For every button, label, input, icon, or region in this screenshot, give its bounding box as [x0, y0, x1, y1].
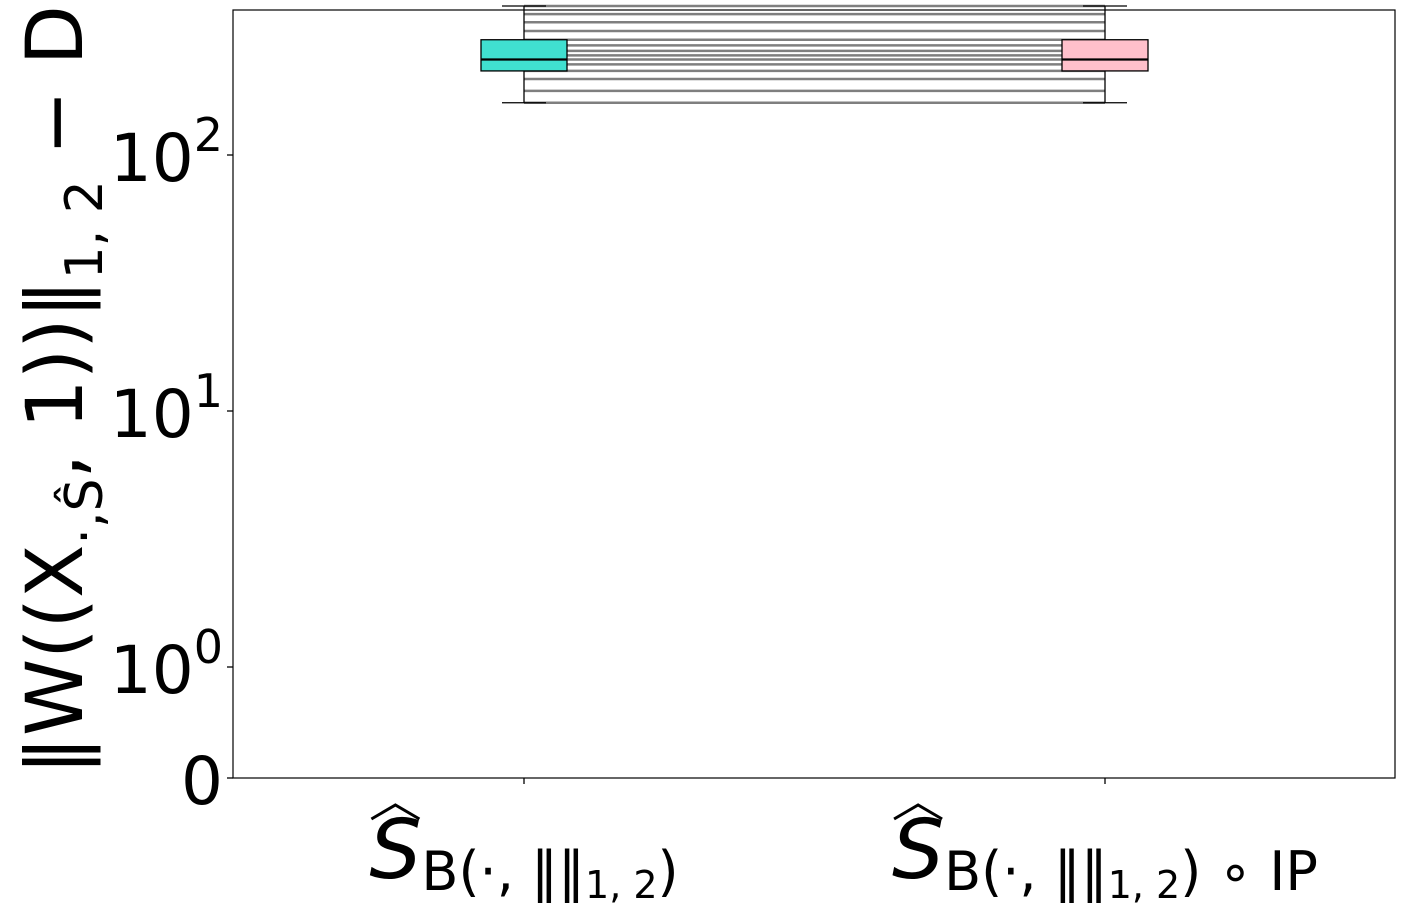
- y-tick-label: 102: [110, 108, 223, 197]
- x-tick-text: SB(·, ‖‖1, 2) ∘ IP: [892, 803, 1318, 907]
- ylabel-part-sub2: 1, 2: [55, 180, 115, 279]
- boxes-group: [480, 5, 1149, 104]
- box-2: [1061, 5, 1149, 104]
- x-tick-label: SB(·, ‖‖1, 2) ∘ IP: [892, 803, 1318, 907]
- ylabel-part-mid: , 1))‖: [11, 279, 101, 478]
- y-axis: 0 100 101 102: [110, 108, 233, 820]
- svg-text:‖W((X·,Ŝ, 1))‖1, 2 − D: ‖W((X·,Ŝ, 1))‖1, 2 − D: [11, 5, 115, 775]
- x-tick-label: SB(·, ‖‖1, 2): [369, 803, 678, 907]
- y-axis-label: ‖W((X·,Ŝ, 1))‖1, 2 − D: [11, 5, 115, 775]
- hat-accent: [893, 803, 943, 821]
- box-body: [1061, 39, 1149, 72]
- y-tick-label: 0: [181, 743, 223, 820]
- ylabel-part-w: ‖W((X: [11, 545, 101, 775]
- ylabel-part-sub: ·,Ŝ: [53, 479, 115, 545]
- y-tick-label: 101: [110, 364, 223, 453]
- plot-frame: [232, 9, 1396, 779]
- x-tick-text: SB(·, ‖‖1, 2): [369, 803, 678, 907]
- y-tick-label: 100: [110, 620, 223, 709]
- x-axis: SB(·, ‖‖1, 2) SB(·, ‖‖1, 2) ∘ IP: [369, 778, 1318, 907]
- hat-accent: [370, 803, 421, 821]
- paired-lines-group: [524, 4, 1105, 104]
- box-body: [480, 39, 568, 72]
- ylabel-part-end: − D: [11, 5, 101, 180]
- plot-area: [233, 10, 1395, 778]
- box-1: [480, 5, 568, 104]
